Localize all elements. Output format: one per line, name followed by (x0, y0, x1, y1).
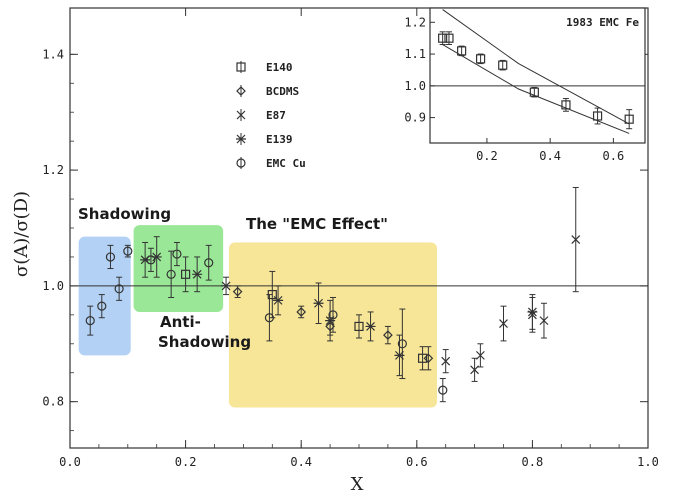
point-e87 (470, 365, 480, 375)
point-bcdms (232, 286, 243, 297)
point-e139 (527, 307, 538, 317)
inset-title: 1983 EMC Fe (566, 16, 639, 29)
x-tick-label: 0.2 (175, 455, 197, 469)
inset-frame (429, 7, 646, 144)
main-data (85, 186, 581, 403)
series-emc-cu (85, 241, 448, 403)
x-tick-label: 0.8 (522, 455, 544, 469)
point-emc-cu (105, 252, 116, 262)
point-bcdms (296, 307, 307, 317)
inset-y-tick-label: 0.9 (404, 111, 426, 125)
inset-band-upper (442, 9, 630, 125)
point-emc-cu (397, 339, 407, 349)
legend-label: EMC Cu (266, 157, 306, 170)
legend-label: E140 (266, 61, 293, 74)
point-emc-cu (146, 255, 156, 265)
y-axis-title: σ(A)/σ(D) (11, 191, 32, 277)
inset-point (561, 100, 571, 110)
x-tick-label: 0.0 (59, 455, 81, 469)
point-e87 (475, 350, 485, 360)
point-emc-cu (97, 301, 107, 311)
legend-label: E139 (266, 133, 293, 146)
series-e87 (441, 186, 581, 382)
y-tick-label: 1.4 (42, 47, 64, 61)
point-emc-cu (123, 246, 133, 256)
inset-point (475, 54, 486, 64)
inset-band-lower (442, 44, 630, 134)
point-emc-cu (264, 313, 275, 323)
inset-x-tick-label: 0.6 (603, 149, 625, 163)
y-tick-label: 0.8 (42, 395, 64, 409)
region-label-anti-shadowing: Anti- Shadowing (158, 313, 251, 351)
inset-point (529, 87, 539, 97)
inset-y-tick-label: 1.0 (404, 79, 426, 93)
point-e87 (499, 319, 508, 328)
region-label-line: Anti- (160, 313, 201, 331)
point-emc-cu (438, 385, 448, 395)
inset-point (457, 46, 467, 56)
inset-chart: 0.2 0.4 0.6 0.9 1.0 1.1 1.2 1983 EMC Fe (404, 7, 646, 163)
point-emc-cu (85, 316, 95, 326)
point-e140 (354, 321, 364, 332)
legend-label: BCDMS (266, 85, 299, 98)
x-axis-title: X (351, 474, 364, 495)
point-emc-cu (204, 258, 214, 268)
main-axes: 0.0 0.2 0.4 0.6 0.8 1.0 0.8 1.0 1.2 1.4 (42, 7, 659, 469)
x-tick-label: 0.4 (290, 455, 312, 469)
point-e87 (441, 356, 451, 366)
y-tick-label: 1.0 (42, 279, 64, 293)
point-e139 (313, 298, 324, 308)
point-e140 (181, 269, 191, 279)
y-tick-label: 1.2 (42, 163, 64, 177)
x-tick-label: 1.0 (637, 455, 659, 469)
x-tick-label: 0.6 (406, 455, 428, 469)
point-bcdms (383, 330, 393, 340)
inset-point (498, 60, 508, 70)
point-emc-cu (166, 269, 176, 279)
point-emc-cu (328, 310, 338, 320)
inset-point (624, 114, 634, 124)
inset-point (438, 33, 448, 43)
region-label-line: Shadowing (158, 333, 251, 351)
inset-point (592, 111, 603, 121)
point-bcdms (423, 353, 434, 364)
point-e87 (539, 316, 549, 326)
point-emc-cu (172, 249, 182, 259)
region-0 (78, 236, 131, 356)
legend: E140 BCDMS E87 E139 EMC Cu (236, 61, 306, 170)
inset-x-tick-label: 0.2 (476, 149, 498, 163)
highlight-regions (78, 225, 438, 408)
point-e139 (192, 269, 203, 279)
region-1 (133, 225, 224, 312)
region-label-shadowing: Shadowing (78, 205, 171, 223)
inset-y-tick-label: 1.2 (404, 15, 426, 29)
point-emc-cu (114, 284, 124, 294)
region-labels: Shadowing Anti- Shadowing The "EMC Effect" (78, 205, 388, 351)
inset-point (444, 33, 454, 43)
region-label-emc-effect: The "EMC Effect" (246, 215, 388, 233)
point-e140 (417, 353, 428, 363)
point-e139 (221, 281, 232, 291)
point-e87 (571, 235, 581, 245)
series-bcdms (232, 285, 434, 371)
inset-x-tick-label: 0.4 (539, 149, 561, 163)
point-e139 (273, 295, 284, 305)
series-e139 (140, 236, 538, 377)
point-e139 (365, 321, 376, 331)
legend-label: E87 (266, 109, 286, 122)
inset-y-tick-label: 1.1 (404, 47, 426, 61)
